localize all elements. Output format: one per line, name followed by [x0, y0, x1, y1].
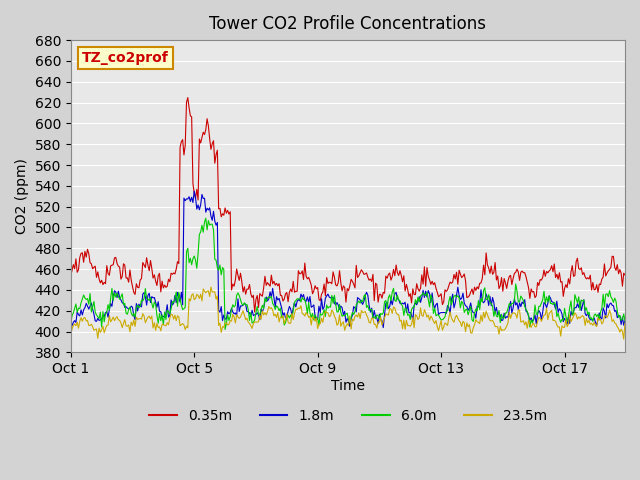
0.35m: [577, 265, 585, 271]
0.35m: [251, 309, 259, 315]
0.35m: [391, 273, 399, 278]
1.8m: [454, 284, 461, 290]
6.0m: [202, 216, 210, 221]
6.0m: [508, 300, 516, 306]
0.35m: [454, 281, 461, 287]
6.0m: [109, 298, 117, 303]
6.0m: [391, 298, 399, 303]
6.0m: [497, 320, 504, 325]
Title: Tower CO2 Profile Concentrations: Tower CO2 Profile Concentrations: [209, 15, 486, 33]
23.5m: [207, 284, 215, 290]
23.5m: [507, 315, 515, 321]
0.35m: [497, 283, 504, 288]
6.0m: [67, 321, 75, 326]
6.0m: [221, 326, 229, 332]
Line: 23.5m: 23.5m: [71, 287, 625, 339]
Y-axis label: CO2 (ppm): CO2 (ppm): [15, 158, 29, 234]
1.8m: [391, 291, 399, 297]
Line: 0.35m: 0.35m: [71, 97, 625, 312]
1.8m: [497, 312, 504, 318]
1.8m: [380, 324, 387, 330]
6.0m: [454, 293, 461, 299]
1.8m: [621, 318, 629, 324]
0.35m: [508, 282, 516, 288]
23.5m: [621, 320, 629, 326]
Text: TZ_co2prof: TZ_co2prof: [82, 51, 168, 65]
23.5m: [576, 315, 584, 321]
0.35m: [109, 262, 117, 268]
1.8m: [190, 188, 198, 194]
1.8m: [508, 310, 516, 316]
6.0m: [621, 318, 629, 324]
1.8m: [577, 308, 585, 313]
23.5m: [495, 331, 503, 337]
6.0m: [577, 297, 585, 303]
23.5m: [109, 314, 117, 320]
23.5m: [452, 312, 460, 318]
X-axis label: Time: Time: [331, 379, 365, 393]
0.35m: [184, 95, 191, 100]
1.8m: [67, 318, 75, 324]
0.35m: [621, 272, 629, 278]
Legend: 0.35m, 1.8m, 6.0m, 23.5m: 0.35m, 1.8m, 6.0m, 23.5m: [143, 403, 552, 428]
23.5m: [67, 332, 75, 337]
23.5m: [390, 304, 397, 310]
1.8m: [109, 294, 117, 300]
0.35m: [67, 273, 75, 278]
Line: 1.8m: 1.8m: [71, 191, 625, 327]
23.5m: [620, 336, 628, 342]
Line: 6.0m: 6.0m: [71, 218, 625, 329]
